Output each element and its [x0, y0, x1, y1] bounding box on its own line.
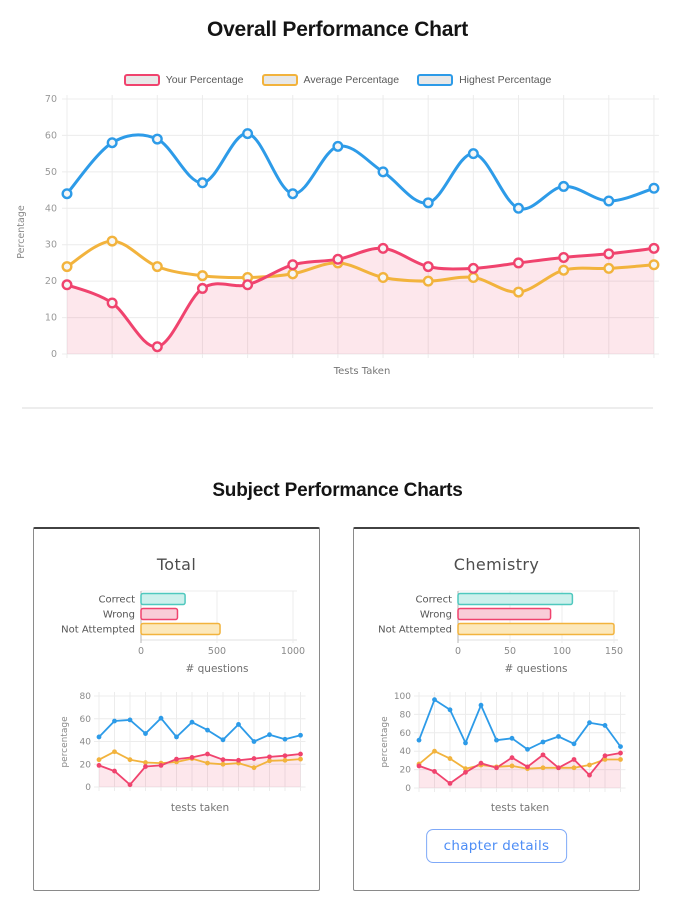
- overall-chart-title: Overall Performance Chart: [206, 18, 469, 41]
- bar-category-label: Wrong: [420, 610, 452, 621]
- series-points-0: [61, 242, 660, 353]
- x-axis-label: Tests Taken: [333, 366, 391, 377]
- series-points-0: [96, 751, 303, 788]
- legend-swatch: [123, 74, 160, 86]
- y-tick-label: 30: [45, 240, 57, 251]
- bar-category-label: Correct: [416, 595, 453, 606]
- total-percentage-line-chart[interactable]: 0 20 40 60 80 percentage tests taken: [34, 684, 319, 816]
- y-tick-label: 60: [80, 715, 92, 725]
- y-tick-label: 0: [85, 783, 91, 793]
- bar-correct: [457, 592, 574, 606]
- total-questions-bar-chart[interactable]: 0 500 1000 Correct Wrong Not Attempted # quest…: [34, 579, 319, 679]
- total-card-title: Total: [156, 555, 197, 574]
- chemistry-subject-card: Chemistry 0 50 100 150 Correct Wrong Not Attem…: [353, 527, 640, 891]
- bar-wrong: [140, 607, 179, 621]
- subject-charts-title: Subject Performance Charts: [212, 480, 463, 501]
- area-fill-0: [99, 754, 301, 787]
- y-tick-label: 60: [400, 729, 412, 739]
- overall-performance-chart[interactable]: 0 10 20 30 40 50 60 70 Percentage Tests Taken: [0, 92, 675, 384]
- series-line-your-percentage: [418, 752, 622, 785]
- x-axis-label: tests taken: [171, 802, 229, 814]
- y-tick-label: 10: [45, 313, 57, 324]
- x-axis-label: tests taken: [491, 802, 549, 814]
- y-tick-label: 60: [45, 130, 57, 141]
- y-tick-label: 100: [394, 692, 411, 702]
- y-axis-label: Percentage: [16, 205, 27, 259]
- series-line-average-percentage: [98, 750, 302, 769]
- x-tick-label: 500: [208, 646, 226, 657]
- bar-category-label: Not Attempted: [61, 625, 135, 636]
- y-axis-label: percentage: [380, 716, 390, 768]
- y-tick-label: 20: [45, 276, 57, 287]
- y-tick-label: 80: [80, 692, 92, 702]
- bar-not-attempted: [140, 622, 221, 636]
- gridlines: [414, 692, 626, 792]
- bar-not-attempted: [457, 622, 615, 636]
- series-points-2: [96, 715, 303, 744]
- legend-item-highest-percentage[interactable]: Highest Percentage: [417, 74, 551, 86]
- y-tick-label: 20: [400, 766, 412, 776]
- x-tick-label: 50: [504, 646, 516, 657]
- total-subject-card: Total 0 500 1000 Correct Wrong Not Attempted #…: [33, 527, 320, 891]
- y-tick-label: 0: [405, 784, 411, 794]
- bar-category-label: Correct: [99, 595, 136, 606]
- gridlines: [62, 95, 659, 358]
- series-line-average-percentage: [418, 750, 622, 770]
- x-tick-label: 1000: [281, 646, 305, 657]
- chemistry-percentage-line-chart[interactable]: 0 20 40 60 80 100 percentage tests taken: [354, 684, 639, 816]
- series-points-0: [416, 750, 623, 786]
- series-line-your-percentage: [98, 753, 302, 786]
- series-line-highest-percentage: [65, 132, 656, 211]
- legend-label: Average Percentage: [303, 74, 400, 86]
- y-tick-label: 50: [45, 167, 57, 178]
- legend-swatch: [261, 74, 298, 86]
- x-axis-label: # questions: [505, 663, 568, 675]
- x-tick-label: 100: [553, 646, 571, 657]
- section-divider: [22, 407, 653, 409]
- series-points-2: [61, 128, 660, 214]
- x-tick-label: 150: [605, 646, 623, 657]
- y-tick-label: 20: [80, 760, 92, 770]
- legend-item-average-percentage[interactable]: Average Percentage: [261, 74, 400, 86]
- series-points-2: [416, 697, 623, 752]
- x-tick-label: 0: [138, 646, 144, 657]
- chapter-details-button[interactable]: chapter details: [425, 829, 568, 863]
- y-axis-label: percentage: [60, 716, 70, 768]
- series-line-highest-percentage: [418, 698, 622, 751]
- bar-category-label: Not Attempted: [378, 625, 452, 636]
- y-tick-label: 70: [45, 94, 57, 105]
- y-tick-label: 40: [45, 203, 57, 214]
- legend-swatch: [417, 74, 454, 86]
- y-tick-label: 0: [51, 349, 57, 360]
- legend-label: Highest Percentage: [459, 74, 552, 86]
- area-fill-0: [67, 248, 654, 354]
- chart-legend: Your Percentage Average Percentage Highest…: [0, 74, 675, 86]
- y-tick-label: 40: [400, 747, 412, 757]
- bar-category-label: Wrong: [103, 610, 135, 621]
- chemistry-questions-bar-chart[interactable]: 0 50 100 150 Correct Wrong Not Attempted # ques…: [354, 579, 639, 679]
- x-axis-label: # questions: [186, 663, 249, 675]
- series-line-highest-percentage: [98, 717, 302, 743]
- legend-item-your-percentage[interactable]: Your Percentage: [123, 74, 244, 86]
- bar-wrong: [457, 607, 552, 621]
- x-tick-label: 0: [455, 646, 461, 657]
- legend-label: Your Percentage: [165, 74, 244, 86]
- y-tick-label: 40: [80, 738, 92, 748]
- bar-correct: [140, 592, 186, 606]
- series-points-1: [61, 235, 660, 298]
- y-tick-label: 80: [400, 710, 412, 720]
- chemistry-card-title: Chemistry: [453, 555, 540, 574]
